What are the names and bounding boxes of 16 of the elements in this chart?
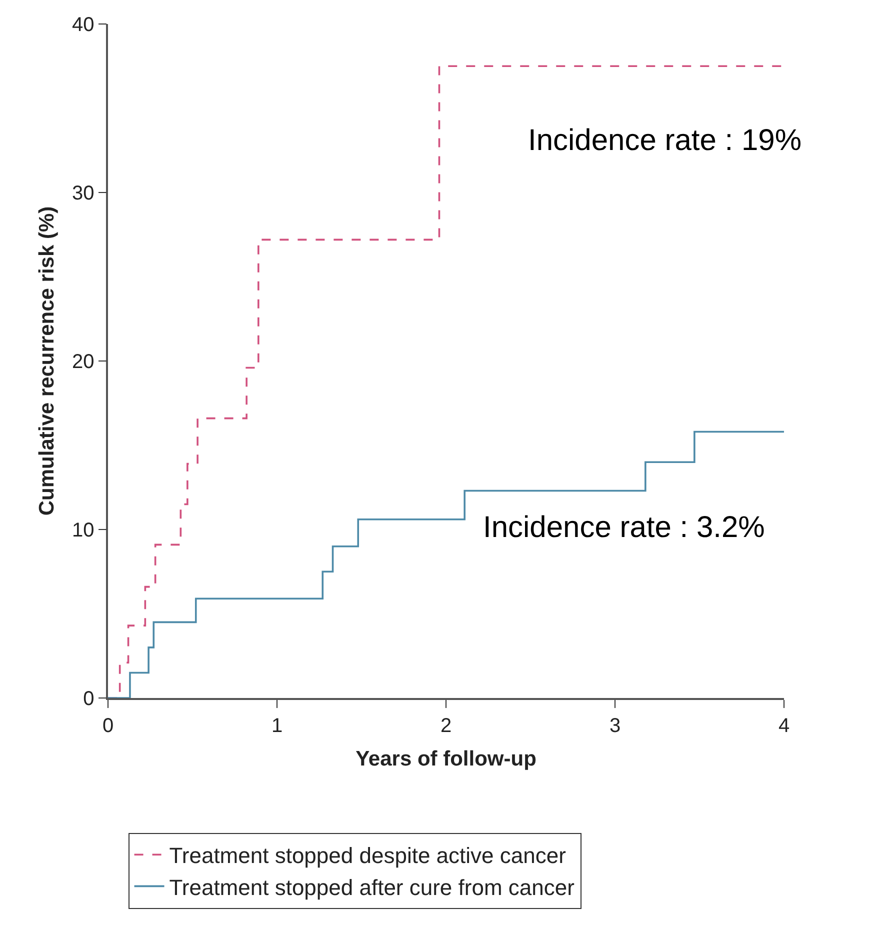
legend-label: Treatment stopped after cure from cancer <box>169 874 574 900</box>
legend-label: Treatment stopped despite active cancer <box>169 843 566 868</box>
x-tick-label: 4 <box>778 714 790 737</box>
x-axis-title: Years of follow-up <box>356 747 536 770</box>
annotation: Incidence rate : 3.2% <box>483 511 765 544</box>
annotation: Incidence rate : 19% <box>528 124 802 157</box>
y-tick-label: 10 <box>72 520 94 542</box>
x-tick-label: 0 <box>102 714 114 737</box>
y-tick-label: 0 <box>83 688 94 710</box>
x-tick-label: 3 <box>609 714 621 737</box>
y-tick-label: 30 <box>72 182 94 204</box>
x-tick-label: 1 <box>271 714 283 737</box>
y-tick-label: 20 <box>72 351 94 373</box>
y-tick-label: 40 <box>72 14 94 36</box>
y-axis-title: Cumulative recurrence risk (%) <box>36 206 59 516</box>
x-tick-label: 2 <box>440 714 452 737</box>
